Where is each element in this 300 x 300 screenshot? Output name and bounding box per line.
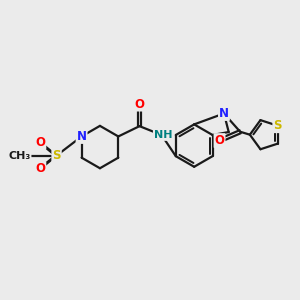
Text: O: O bbox=[35, 162, 45, 175]
Text: S: S bbox=[52, 149, 61, 162]
Text: O: O bbox=[35, 136, 45, 149]
Text: O: O bbox=[214, 134, 224, 147]
Text: N: N bbox=[219, 107, 229, 120]
Text: CH₃: CH₃ bbox=[9, 151, 31, 160]
Text: O: O bbox=[134, 98, 145, 111]
Text: NH: NH bbox=[154, 130, 172, 140]
Text: N: N bbox=[76, 130, 87, 143]
Text: S: S bbox=[273, 119, 282, 132]
